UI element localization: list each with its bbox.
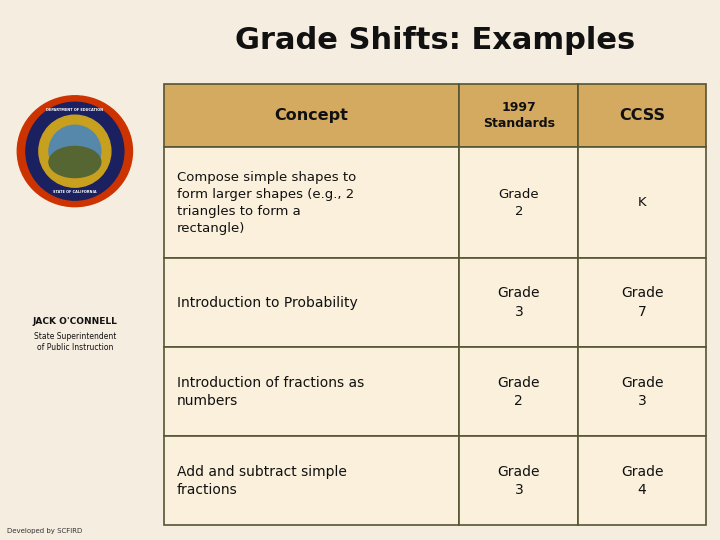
- Ellipse shape: [49, 146, 101, 178]
- Bar: [164, 84, 459, 147]
- Text: 1997
Standards: 1997 Standards: [483, 101, 555, 130]
- Text: of Public Instruction: of Public Instruction: [37, 343, 113, 352]
- Bar: [459, 436, 578, 525]
- Bar: [459, 147, 578, 258]
- Text: JACK O'CONNELL: JACK O'CONNELL: [32, 317, 117, 326]
- Bar: [164, 258, 459, 347]
- Text: Grade
3: Grade 3: [621, 376, 663, 408]
- Text: Developed by SCFIRD: Developed by SCFIRD: [7, 528, 83, 534]
- Bar: [459, 84, 578, 147]
- Bar: [578, 84, 706, 147]
- Text: Grade
3: Grade 3: [498, 286, 540, 319]
- Text: Add and subtract simple
fractions: Add and subtract simple fractions: [176, 464, 346, 497]
- Text: Grade
7: Grade 7: [621, 286, 663, 319]
- Bar: [164, 347, 459, 436]
- Bar: [164, 147, 459, 258]
- Text: State Superintendent: State Superintendent: [34, 332, 116, 341]
- Text: Introduction to Probability: Introduction to Probability: [176, 296, 357, 309]
- Bar: [578, 147, 706, 258]
- Text: Grade
4: Grade 4: [621, 464, 663, 497]
- Text: STATE OF CALIFORNIA: STATE OF CALIFORNIA: [53, 190, 96, 194]
- Text: Grade Shifts: Examples: Grade Shifts: Examples: [235, 26, 635, 55]
- Ellipse shape: [26, 102, 124, 200]
- Ellipse shape: [17, 96, 132, 207]
- Bar: [164, 436, 459, 525]
- Text: Compose simple shapes to
form larger shapes (e.g., 2
triangles to form a
rectang: Compose simple shapes to form larger sha…: [176, 171, 356, 235]
- Bar: [578, 347, 706, 436]
- Text: Grade
3: Grade 3: [498, 464, 540, 497]
- Ellipse shape: [39, 115, 111, 187]
- Text: DEPARTMENT OF EDUCATION: DEPARTMENT OF EDUCATION: [46, 109, 104, 112]
- Text: Concept: Concept: [275, 108, 348, 123]
- Bar: [459, 347, 578, 436]
- Bar: [459, 258, 578, 347]
- Text: Introduction of fractions as
numbers: Introduction of fractions as numbers: [176, 376, 364, 408]
- Text: K: K: [638, 196, 647, 210]
- Ellipse shape: [49, 125, 101, 177]
- Bar: [578, 258, 706, 347]
- Text: CCSS: CCSS: [619, 108, 665, 123]
- Text: Grade
2: Grade 2: [498, 376, 540, 408]
- Text: Grade
2: Grade 2: [498, 188, 539, 218]
- Bar: [578, 436, 706, 525]
